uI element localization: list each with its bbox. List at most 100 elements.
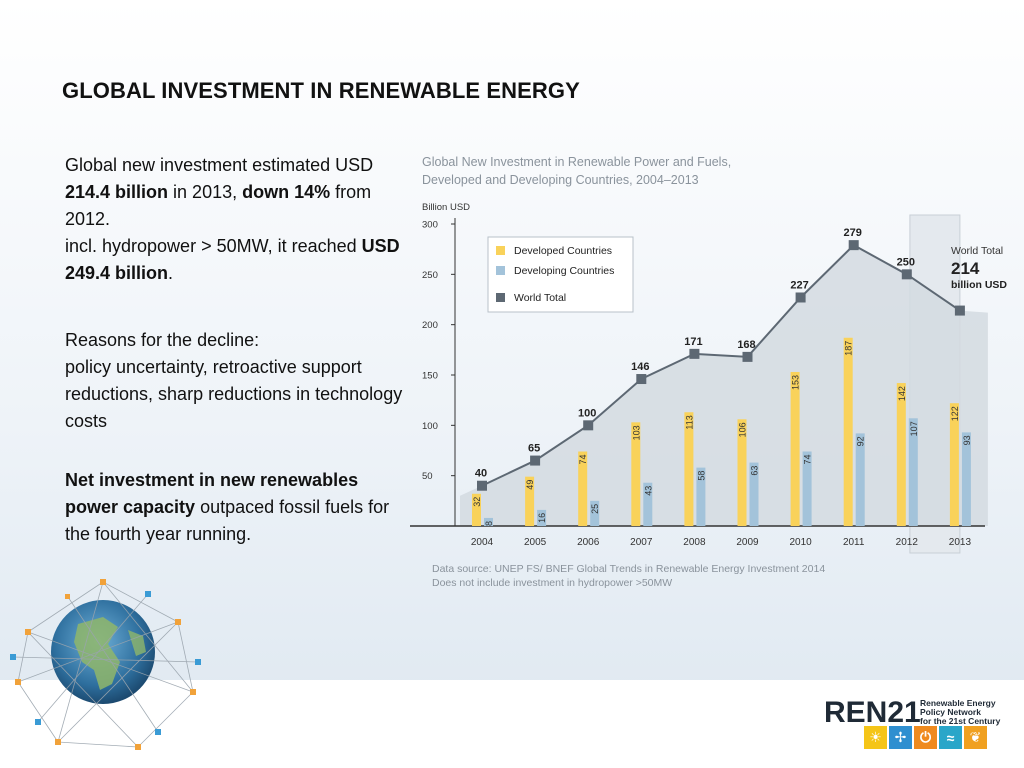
bar-label-developing: 92 [856,436,866,446]
bar-developed [472,493,481,526]
bar-developing [855,433,865,526]
bar-developed [790,371,800,526]
sun-icon: ☀ [864,726,887,749]
logo-tagline-line: for the 21st Century [920,716,1001,726]
logo-tagline: Renewable Energy Policy Network for the … [920,699,1020,726]
bar-label-developed: 153 [791,375,801,390]
bar-developed [737,419,747,526]
bar-label-developing: 43 [643,486,653,496]
bar-developing [484,517,493,526]
world-total-label: 100 [578,407,596,419]
y-tick-label: 250 [422,270,438,281]
highlight-decline: down 14% [242,182,331,202]
power-icon: ⏻ [914,726,937,749]
bar-developed [949,403,959,526]
text-segment: from 2012. [65,182,372,229]
world-total-label: 250 [897,256,915,268]
legend-swatch [496,246,505,255]
bar-developing [696,467,706,526]
bar-label-developing: 93 [962,435,972,445]
world-total-label: 146 [631,361,649,373]
text-segment: outpaced fossil fuels for the fourth yea… [65,497,390,544]
text-segment: incl. hydropower > 50MW, it reached [65,236,362,256]
world-total-marker [689,348,700,359]
x-tick-label: 2004 [471,537,494,548]
chart-title: Global New Investment in Renewable Power… [422,153,842,189]
bar-developing [802,451,812,526]
bar-developed [843,337,853,526]
highlight-value: 214 [951,259,980,278]
logo-wordmark: REN21 [824,696,921,729]
legend-box [487,236,634,313]
paragraph-reasons-heading: Reasons for the decline: [65,330,260,350]
slide-title: GLOBAL INVESTMENT IN RENEWABLE ENERGY [62,78,580,103]
ren21-logo: REN21 Renewable Energy Policy Network fo… [824,694,1014,754]
world-total-marker [954,305,965,316]
logo-tagline-line: Policy Network [920,707,981,717]
x-tick-label: 2005 [524,537,547,548]
world-total-line [481,243,961,487]
text-segment: . [168,263,174,283]
bar-developing [908,418,918,526]
world-total-label: 227 [790,279,808,291]
text-segment: Global new investment estimated USD [65,155,374,175]
bar-label-developing: 16 [537,513,547,523]
bar-label-developed: 142 [897,386,907,401]
chart-title-line: Developed and Developing Countries, 2004… [422,173,699,187]
bar-label-developing: 58 [696,471,706,481]
logo-tagline-line: Renewable Energy [920,698,996,708]
bar-label-developed: 113 [684,415,694,429]
bar-label-developing: 63 [750,466,760,476]
world-total-marker [583,420,594,431]
source-note: Does not include investment in hydropowe… [432,577,673,589]
summary-text: Global new investment estimated USD 214.… [65,152,405,548]
world-total-marker [636,374,647,385]
bar-developing [961,432,971,526]
bar-developed [684,412,694,526]
bar-developed [631,422,641,526]
bar-label-developing: 107 [909,421,919,436]
bar-label-developed: 32 [472,497,482,507]
bar-label-developed: 74 [578,455,588,465]
chart-title-line: Global New Investment in Renewable Power… [422,155,732,169]
legend-marker [496,293,505,302]
world-total-marker [901,269,912,280]
legend-label: Developed Countries [514,245,612,257]
bar-developing [643,482,653,526]
y-tick-label: 200 [422,320,438,331]
bar-label-developed: 187 [844,341,854,356]
y-tick-label: 150 [422,371,438,382]
world-total-label: 171 [684,336,702,348]
network-globe-icon [10,579,201,750]
legend-label: World Total [514,292,566,304]
world-total-marker [795,292,806,303]
highlight-unit: billion USD [951,279,1007,291]
x-tick-label: 2009 [736,537,759,548]
bar-label-developing: 8 [484,521,494,526]
highlight-hydro-amount: USD 249.4 billion [65,236,400,283]
paragraph-net-investment: Net investment in new renewables power c… [65,467,405,548]
world-total-label: 40 [475,468,487,480]
x-tick-label: 2006 [577,537,600,548]
y-tick-label: 100 [422,421,438,432]
data-source: Data source: UNEP FS/ BNEF Global Trends… [432,562,825,590]
source-line: Data source: UNEP FS/ BNEF Global Trends… [432,563,826,575]
y-tick-label: 50 [422,471,433,482]
x-tick-label: 2010 [789,537,812,548]
world-total-marker [530,455,541,466]
legend-label: Developing Countries [514,265,614,277]
legend-swatch [496,266,505,275]
wind-turbine-icon: ✢ [889,726,912,749]
text-segment: in 2013, [168,182,243,202]
y-tick-label: 300 [422,220,438,231]
bar-developed [896,383,906,526]
paragraph-investment: Global new investment estimated USD 214.… [65,152,405,233]
highlight-label: World Total [951,245,1003,257]
x-tick-label: 2008 [683,537,706,548]
logo-tiles: ☀ ✢ ⏻ ≈ ❦ [864,726,987,749]
bar-label-developed: 103 [631,425,641,440]
highlight-net-investment: Net investment in new renewables power c… [65,470,359,517]
bar-developing [537,509,547,526]
x-tick-label: 2013 [949,537,972,548]
